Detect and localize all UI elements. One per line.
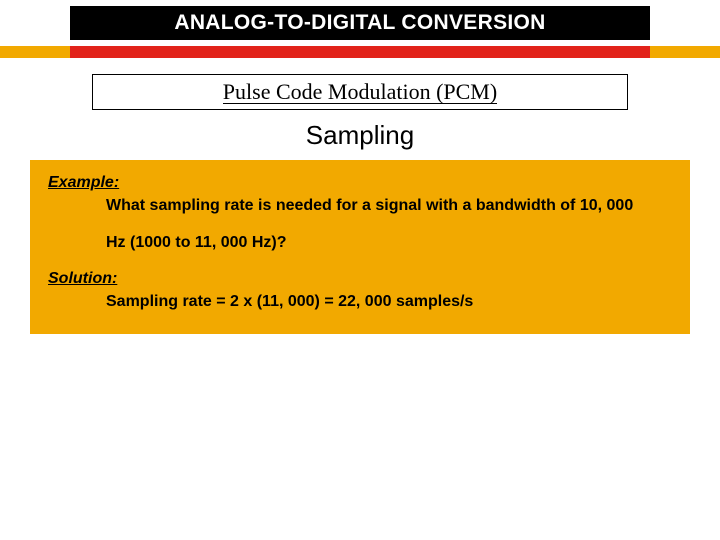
title-text: ANALOG-TO-DIGITAL CONVERSION (174, 11, 545, 35)
slide: ANALOG-TO-DIGITAL CONVERSION Pulse Code … (0, 0, 720, 540)
example-line-2: Hz (1000 to 11, 000 Hz)? (106, 231, 672, 254)
example-line-1: What sampling rate is needed for a signa… (106, 194, 672, 217)
section-heading: Sampling (0, 120, 720, 151)
title-banner: ANALOG-TO-DIGITAL CONVERSION (70, 6, 650, 40)
example-box: Example: What sampling rate is needed fo… (30, 160, 690, 334)
example-label: Example: (48, 174, 672, 192)
divider-red (70, 46, 650, 58)
solution-line: Sampling rate = 2 x (11, 000) = 22, 000 … (106, 290, 672, 313)
subtitle-text: Pulse Code Modulation (PCM) (223, 80, 497, 104)
line-gap (48, 217, 672, 231)
solution-label: Solution: (48, 270, 672, 288)
subtitle-box: Pulse Code Modulation (PCM) (92, 74, 628, 110)
